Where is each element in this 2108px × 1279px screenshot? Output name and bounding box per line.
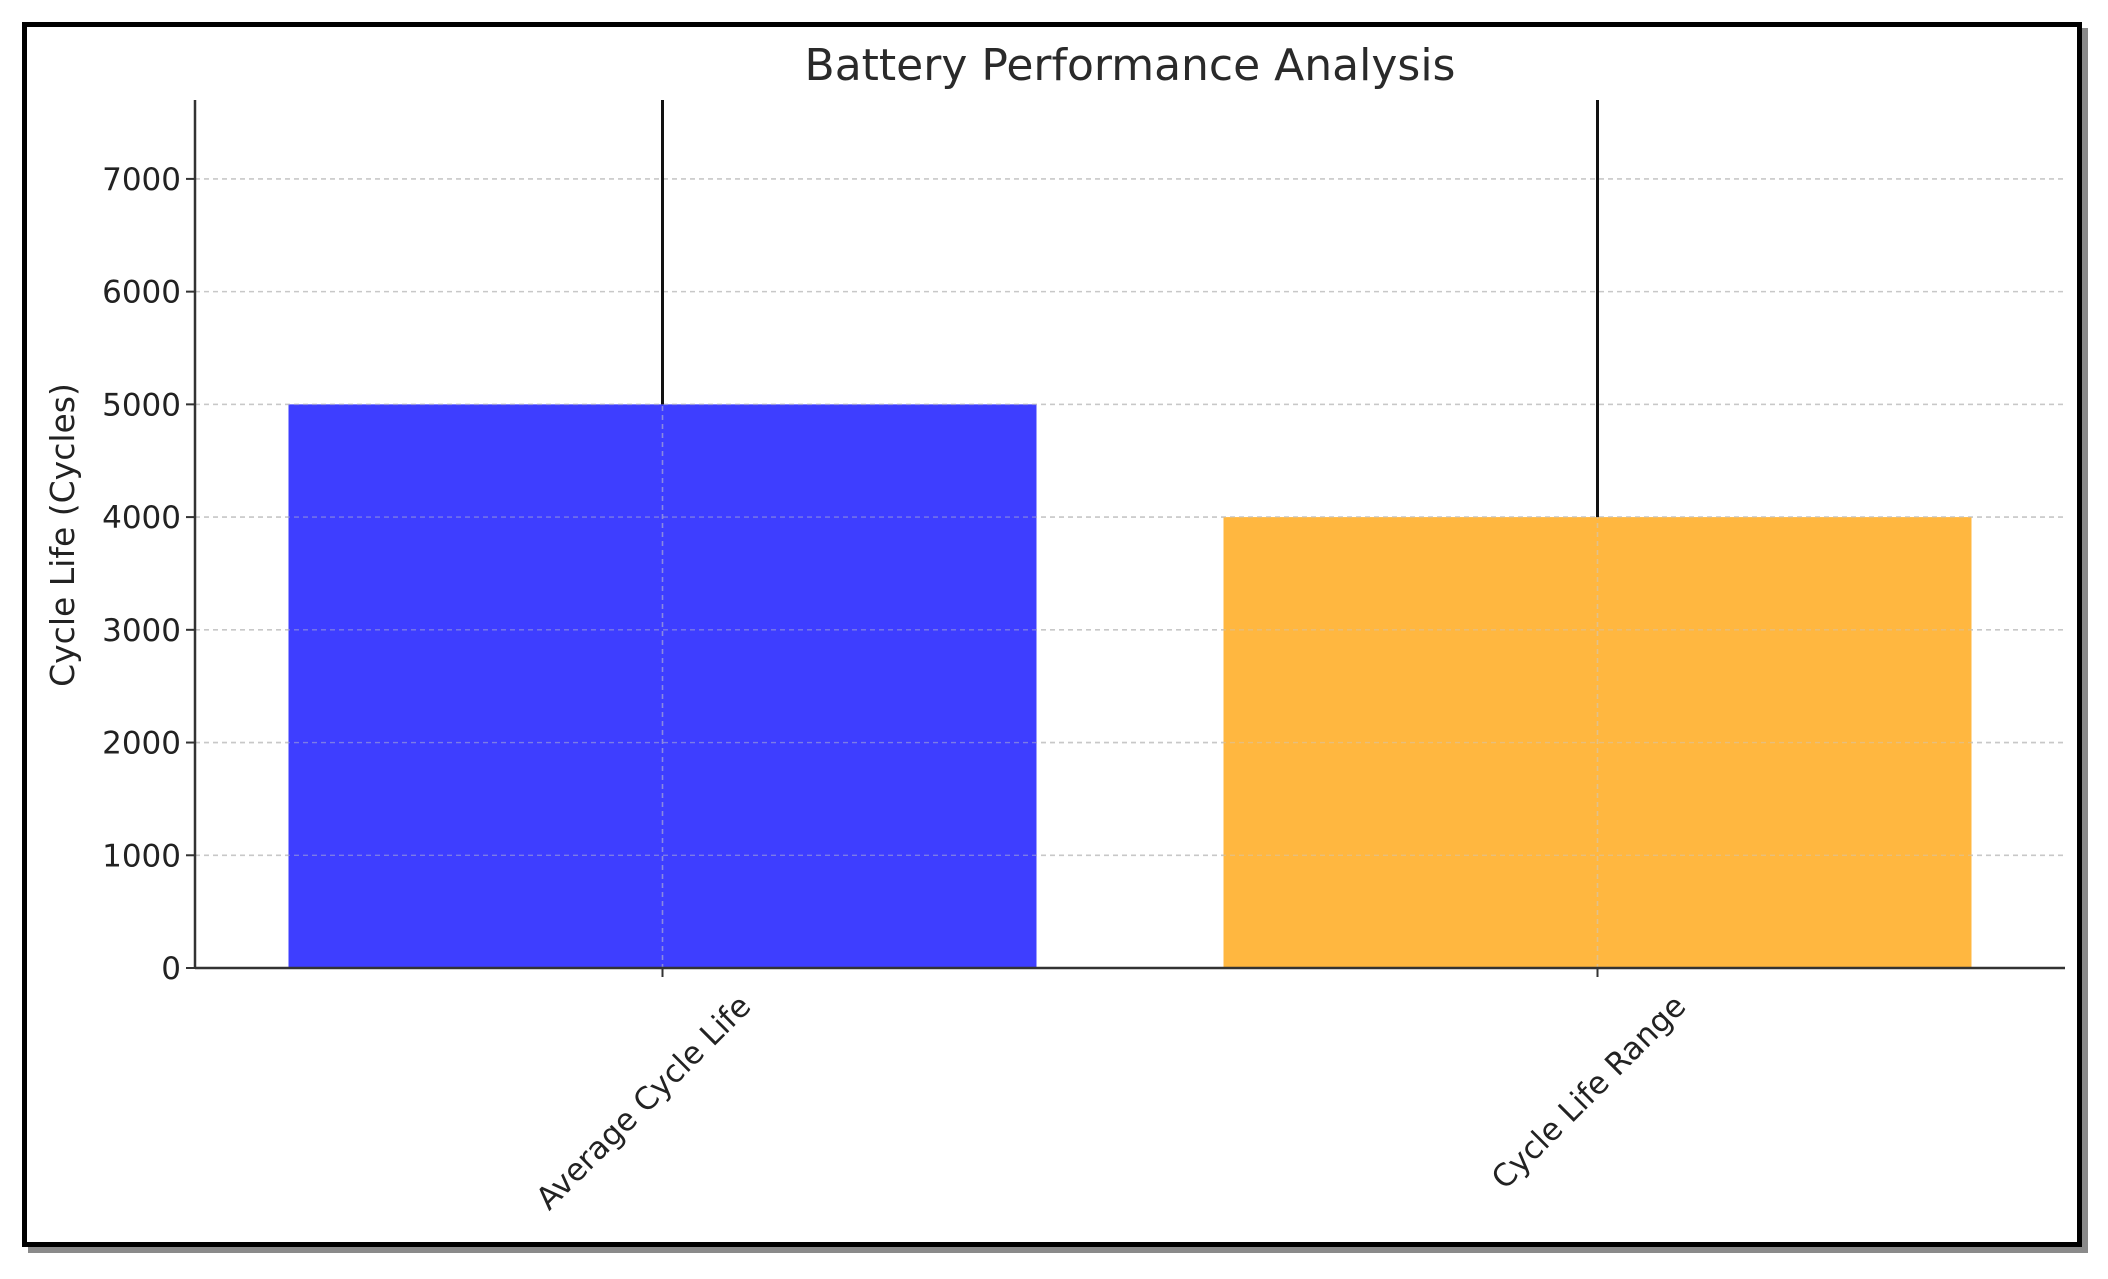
axes: [186, 100, 2065, 977]
y-tick-label: 2000: [102, 726, 181, 762]
y-tick-label: 7000: [102, 162, 181, 198]
y-tick-label: 0: [161, 951, 181, 987]
x-tick-label: Cycle Life Range: [1485, 988, 1693, 1196]
error-bars: [661, 100, 1599, 518]
x-tick-labels: Average Cycle Life Cycle Life Range: [529, 988, 1693, 1217]
y-tick-label: 6000: [102, 275, 181, 311]
y-tick-label: 4000: [102, 500, 181, 536]
x-tick-label: Average Cycle Life: [529, 988, 758, 1217]
chart-title: Battery Performance Analysis: [805, 40, 1456, 91]
y-tick-label: 3000: [102, 613, 181, 649]
y-tick-label: 1000: [102, 838, 181, 874]
bars: [288, 404, 1972, 968]
y-tick-labels: 0 1000 2000 3000 4000 5000 6000 7000: [102, 162, 181, 987]
y-axis-label: Cycle Life (Cycles): [43, 383, 82, 687]
y-tick-label: 5000: [102, 387, 181, 423]
